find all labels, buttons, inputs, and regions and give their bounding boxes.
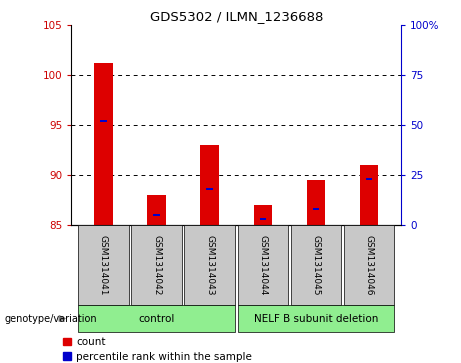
Bar [344, 225, 395, 305]
Text: GSM1314041: GSM1314041 [99, 235, 108, 295]
Bar [254, 205, 272, 225]
Text: NELF B subunit deletion: NELF B subunit deletion [254, 314, 378, 323]
Bar [184, 225, 235, 305]
Bar [260, 218, 266, 220]
Bar [94, 63, 112, 225]
Bar [100, 120, 106, 122]
Bar [207, 188, 213, 190]
Text: GSM1314044: GSM1314044 [258, 235, 267, 295]
Bar [307, 180, 325, 225]
Bar [291, 225, 341, 305]
Text: control: control [138, 314, 175, 323]
Bar [131, 225, 182, 305]
Text: genotype/variation: genotype/variation [5, 314, 97, 323]
Bar [360, 165, 378, 225]
Bar [201, 145, 219, 225]
Bar [366, 178, 372, 180]
Bar [237, 305, 395, 332]
Text: GSM1314043: GSM1314043 [205, 235, 214, 295]
Bar [313, 208, 319, 210]
Bar [78, 305, 235, 332]
Bar [78, 225, 129, 305]
Text: GSM1314042: GSM1314042 [152, 235, 161, 295]
Text: GSM1314045: GSM1314045 [312, 235, 320, 295]
Bar [237, 225, 288, 305]
Legend: count, percentile rank within the sample: count, percentile rank within the sample [63, 337, 252, 362]
Bar [147, 195, 166, 225]
Text: GSM1314046: GSM1314046 [365, 235, 374, 295]
Title: GDS5302 / ILMN_1236688: GDS5302 / ILMN_1236688 [149, 10, 323, 23]
Bar [154, 214, 160, 216]
